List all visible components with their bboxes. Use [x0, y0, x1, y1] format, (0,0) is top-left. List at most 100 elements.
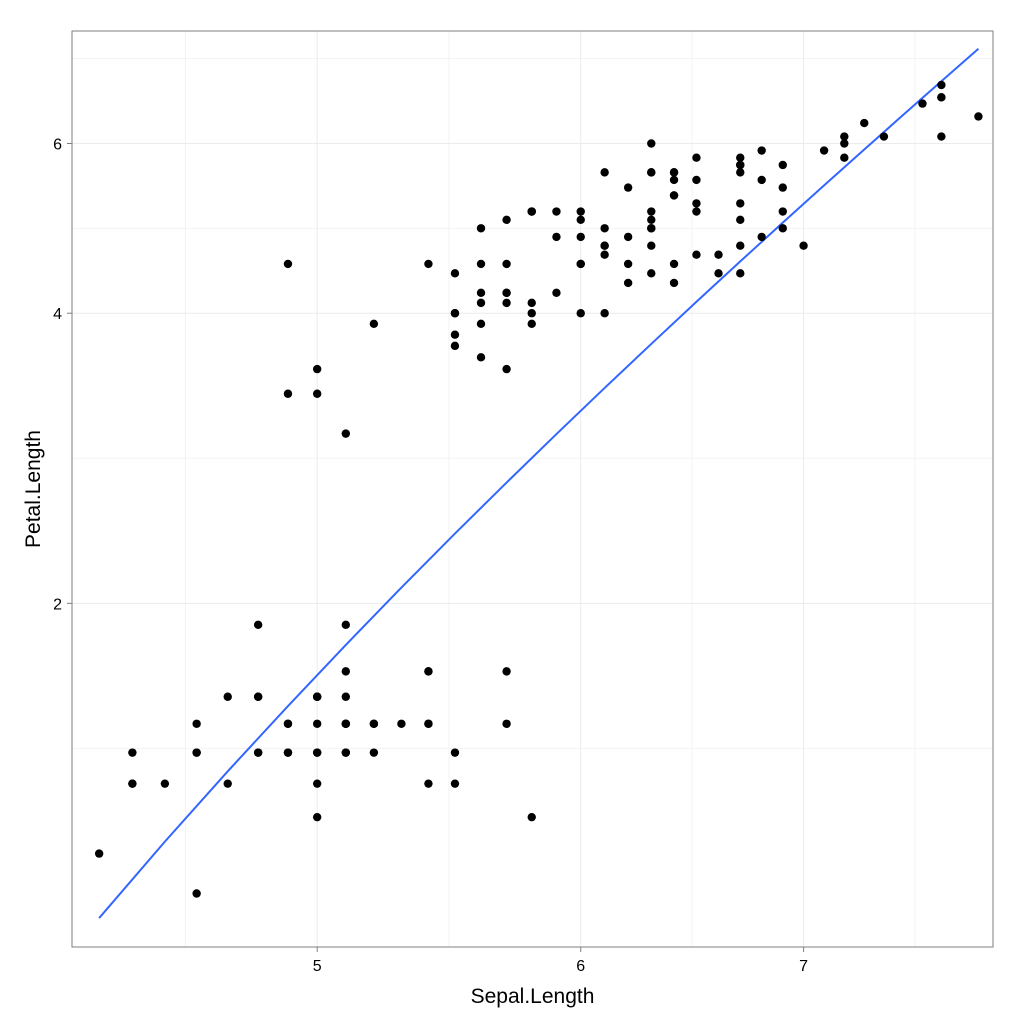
data-point [192, 889, 201, 898]
data-point [450, 269, 460, 278]
data-point [397, 719, 406, 728]
data-point [974, 112, 983, 121]
data-point [341, 429, 351, 438]
data-point [369, 719, 379, 728]
data-point [576, 232, 585, 242]
data-point [692, 250, 701, 259]
data-point [669, 168, 679, 177]
data-point [552, 288, 561, 297]
data-point [450, 330, 460, 339]
data-point [918, 99, 927, 108]
data-point [341, 719, 351, 728]
data-point [312, 364, 322, 374]
data-point [527, 812, 536, 822]
data-point [669, 191, 679, 200]
data-point [736, 241, 745, 250]
data-point [502, 259, 511, 269]
data-point [341, 748, 351, 757]
data-point [476, 319, 486, 329]
data-point [450, 309, 460, 318]
data-point [424, 667, 433, 676]
data-point [341, 692, 351, 701]
data-point [840, 153, 849, 162]
data-point [736, 269, 745, 278]
data-point [312, 748, 322, 757]
data-point [312, 779, 322, 788]
data-point [669, 175, 679, 185]
x-axis: 5 6 7 [313, 947, 808, 975]
data-point [552, 232, 561, 242]
data-point [600, 309, 609, 318]
data-point [502, 215, 511, 225]
data-point [476, 224, 486, 233]
data-point [757, 175, 766, 185]
data-point [128, 748, 137, 757]
data-point [253, 692, 263, 701]
data-point [736, 215, 745, 225]
data-point [223, 692, 232, 701]
data-point [476, 298, 486, 308]
data-point [736, 160, 745, 170]
x-axis-title: Sepal.Length [471, 985, 595, 1008]
data-point [778, 224, 787, 233]
fit-layer [98, 48, 980, 919]
panel-border [71, 30, 994, 948]
data-point [623, 259, 633, 269]
x-tick-label: 5 [313, 958, 322, 975]
data-point [692, 199, 701, 208]
data-point [778, 160, 787, 170]
data-point [476, 353, 486, 362]
data-point [623, 232, 633, 242]
data-point [502, 667, 511, 676]
x-tick-label: 7 [799, 958, 808, 975]
data-point [312, 719, 322, 728]
data-point [860, 118, 869, 128]
data-point [424, 259, 433, 269]
data-point [692, 175, 701, 185]
data-point [778, 183, 787, 192]
data-point [502, 364, 511, 374]
data-point [312, 812, 322, 822]
data-point [692, 153, 701, 162]
data-point [600, 168, 609, 177]
data-point [450, 748, 460, 757]
y-axis: 2 4 6 [53, 136, 72, 613]
data-point [600, 250, 609, 259]
fit-line [98, 48, 980, 919]
data-point [341, 667, 351, 676]
data-point [840, 132, 849, 141]
data-point [283, 719, 293, 728]
data-point [879, 132, 889, 141]
data-point [576, 309, 585, 318]
data-point [253, 748, 263, 757]
data-point [736, 199, 745, 208]
data-point [369, 319, 379, 329]
data-point [576, 215, 585, 225]
data-point [450, 341, 460, 351]
data-point [312, 389, 322, 398]
data-point [223, 779, 232, 788]
data-point [527, 207, 536, 216]
data-point [840, 139, 849, 148]
y-tick-label: 4 [53, 306, 62, 323]
data-point [283, 389, 293, 398]
data-point [692, 207, 701, 216]
data-point [312, 692, 322, 701]
data-point [502, 719, 511, 728]
data-point [937, 132, 946, 141]
data-point [576, 207, 585, 216]
data-point [669, 278, 679, 288]
data-point [253, 620, 263, 630]
data-point [647, 241, 656, 250]
data-point [576, 259, 585, 269]
data-point [527, 298, 536, 308]
data-point [283, 259, 293, 269]
data-point [552, 207, 561, 216]
data-point [937, 80, 946, 90]
data-point [283, 748, 293, 757]
data-point [757, 232, 766, 242]
data-point [600, 241, 609, 250]
data-point [94, 849, 104, 858]
data-point [647, 224, 656, 233]
